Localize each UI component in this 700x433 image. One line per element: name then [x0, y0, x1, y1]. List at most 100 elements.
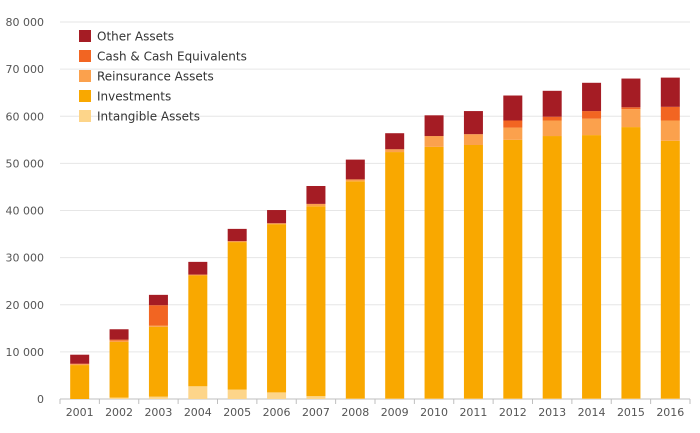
x-tick-label: 2005	[223, 406, 251, 419]
x-tick-label: 2012	[499, 406, 527, 419]
x-tick-label: 2010	[420, 406, 448, 419]
bar-segment	[621, 127, 641, 399]
bar-segment	[227, 389, 247, 399]
y-tick-label: 60 000	[6, 110, 45, 123]
bar-segment	[542, 90, 562, 117]
x-tick-label: 2014	[578, 406, 606, 419]
bar-segment	[70, 354, 90, 364]
bar-segment	[188, 386, 208, 399]
x-axis-ticks: 2001 2002 2003 2004 2005 2006 2007 2008 2009 2010…	[59, 399, 691, 419]
legend-label: Investments	[97, 90, 171, 104]
x-tick-label: 2009	[381, 406, 409, 419]
bar-segment	[542, 116, 562, 121]
bar-segment	[582, 82, 602, 112]
x-tick-label: 2011	[459, 406, 487, 419]
bar-segment	[148, 305, 168, 326]
bars	[70, 77, 680, 399]
bar-segment	[385, 133, 405, 150]
legend-swatch	[79, 70, 91, 82]
y-axis-ticks: 0 10 000 20 000 30 000 40 000 50 000 60 000 70 …	[6, 16, 45, 406]
bar-segment	[542, 120, 562, 137]
bar-segment	[109, 329, 129, 340]
x-tick-label: 2015	[617, 406, 645, 419]
y-tick-label: 0	[37, 393, 44, 406]
x-tick-label: 2003	[144, 406, 172, 419]
x-tick-label: 2006	[263, 406, 291, 419]
y-tick-label: 10 000	[6, 346, 45, 359]
bar-segment	[385, 149, 405, 153]
bar-segment	[582, 118, 602, 136]
y-tick-label: 40 000	[6, 205, 45, 218]
bar-segment	[503, 120, 523, 128]
x-tick-label: 2013	[538, 406, 566, 419]
bar-segment	[621, 107, 641, 110]
x-tick-label: 2002	[105, 406, 133, 419]
bar-segment	[227, 228, 247, 242]
bar-segment	[188, 261, 208, 275]
legend: Other Assets Cash & Cash Equivalents Reins…	[79, 30, 247, 124]
bar-segment	[542, 136, 562, 399]
legend-label: Cash & Cash Equivalents	[97, 50, 247, 64]
y-tick-label: 80 000	[6, 16, 45, 29]
bar-segment	[345, 159, 365, 180]
bar-segment	[306, 206, 326, 397]
x-tick-label: 2004	[184, 406, 212, 419]
bar-segment	[660, 77, 680, 107]
legend-swatch	[79, 50, 91, 62]
bar-segment	[227, 242, 247, 390]
bar-segment	[660, 106, 680, 121]
bar-segment	[109, 339, 129, 341]
bar-segment	[70, 365, 90, 399]
legend-swatch	[79, 90, 91, 102]
bar-segment	[463, 144, 483, 399]
bar-segment	[267, 210, 287, 224]
bar-segment	[463, 134, 483, 145]
bar-segment	[70, 364, 90, 366]
bar-segment	[503, 95, 523, 121]
bar-segment	[503, 127, 523, 140]
bar-segment	[345, 179, 365, 182]
legend-swatch	[79, 110, 91, 122]
bar-segment	[660, 140, 680, 399]
bar-segment	[227, 241, 247, 243]
bar-segment	[109, 341, 129, 398]
x-tick-label: 2008	[341, 406, 369, 419]
x-tick-label: 2016	[656, 406, 684, 419]
legend-label: Intangible Assets	[97, 110, 200, 124]
legend-label: Reinsurance Assets	[97, 70, 214, 84]
bar-segment	[621, 109, 641, 128]
bar-segment	[148, 294, 168, 306]
bar-segment	[424, 146, 444, 399]
legend-swatch	[79, 30, 91, 42]
bar-segment	[424, 136, 444, 147]
bar-segment	[267, 224, 287, 393]
bar-segment	[582, 111, 602, 119]
bar-segment	[424, 115, 444, 137]
x-tick-label: 2007	[302, 406, 330, 419]
y-tick-label: 30 000	[6, 252, 45, 265]
bar-segment	[660, 120, 680, 141]
y-tick-label: 20 000	[6, 299, 45, 312]
bar-segment	[306, 185, 326, 204]
bar-segment	[621, 78, 641, 108]
bar-segment	[582, 135, 602, 399]
bar-segment	[503, 139, 523, 399]
bar-segment	[109, 397, 129, 399]
bar-segment	[267, 223, 287, 225]
bar-segment	[267, 392, 287, 399]
bar-segment	[463, 111, 483, 135]
bar-segment	[306, 203, 326, 207]
y-tick-label: 70 000	[6, 63, 45, 76]
bar-segment	[188, 275, 208, 387]
bar-segment	[345, 181, 365, 399]
y-tick-label: 50 000	[6, 157, 45, 170]
bar-segment	[148, 326, 168, 397]
legend-label: Other Assets	[97, 30, 174, 44]
bar-segment	[148, 396, 168, 399]
bar-segment	[306, 396, 326, 399]
x-tick-label: 2001	[66, 406, 94, 419]
bar-segment	[188, 274, 208, 276]
bar-segment	[385, 152, 405, 399]
bar-segment	[109, 340, 129, 342]
